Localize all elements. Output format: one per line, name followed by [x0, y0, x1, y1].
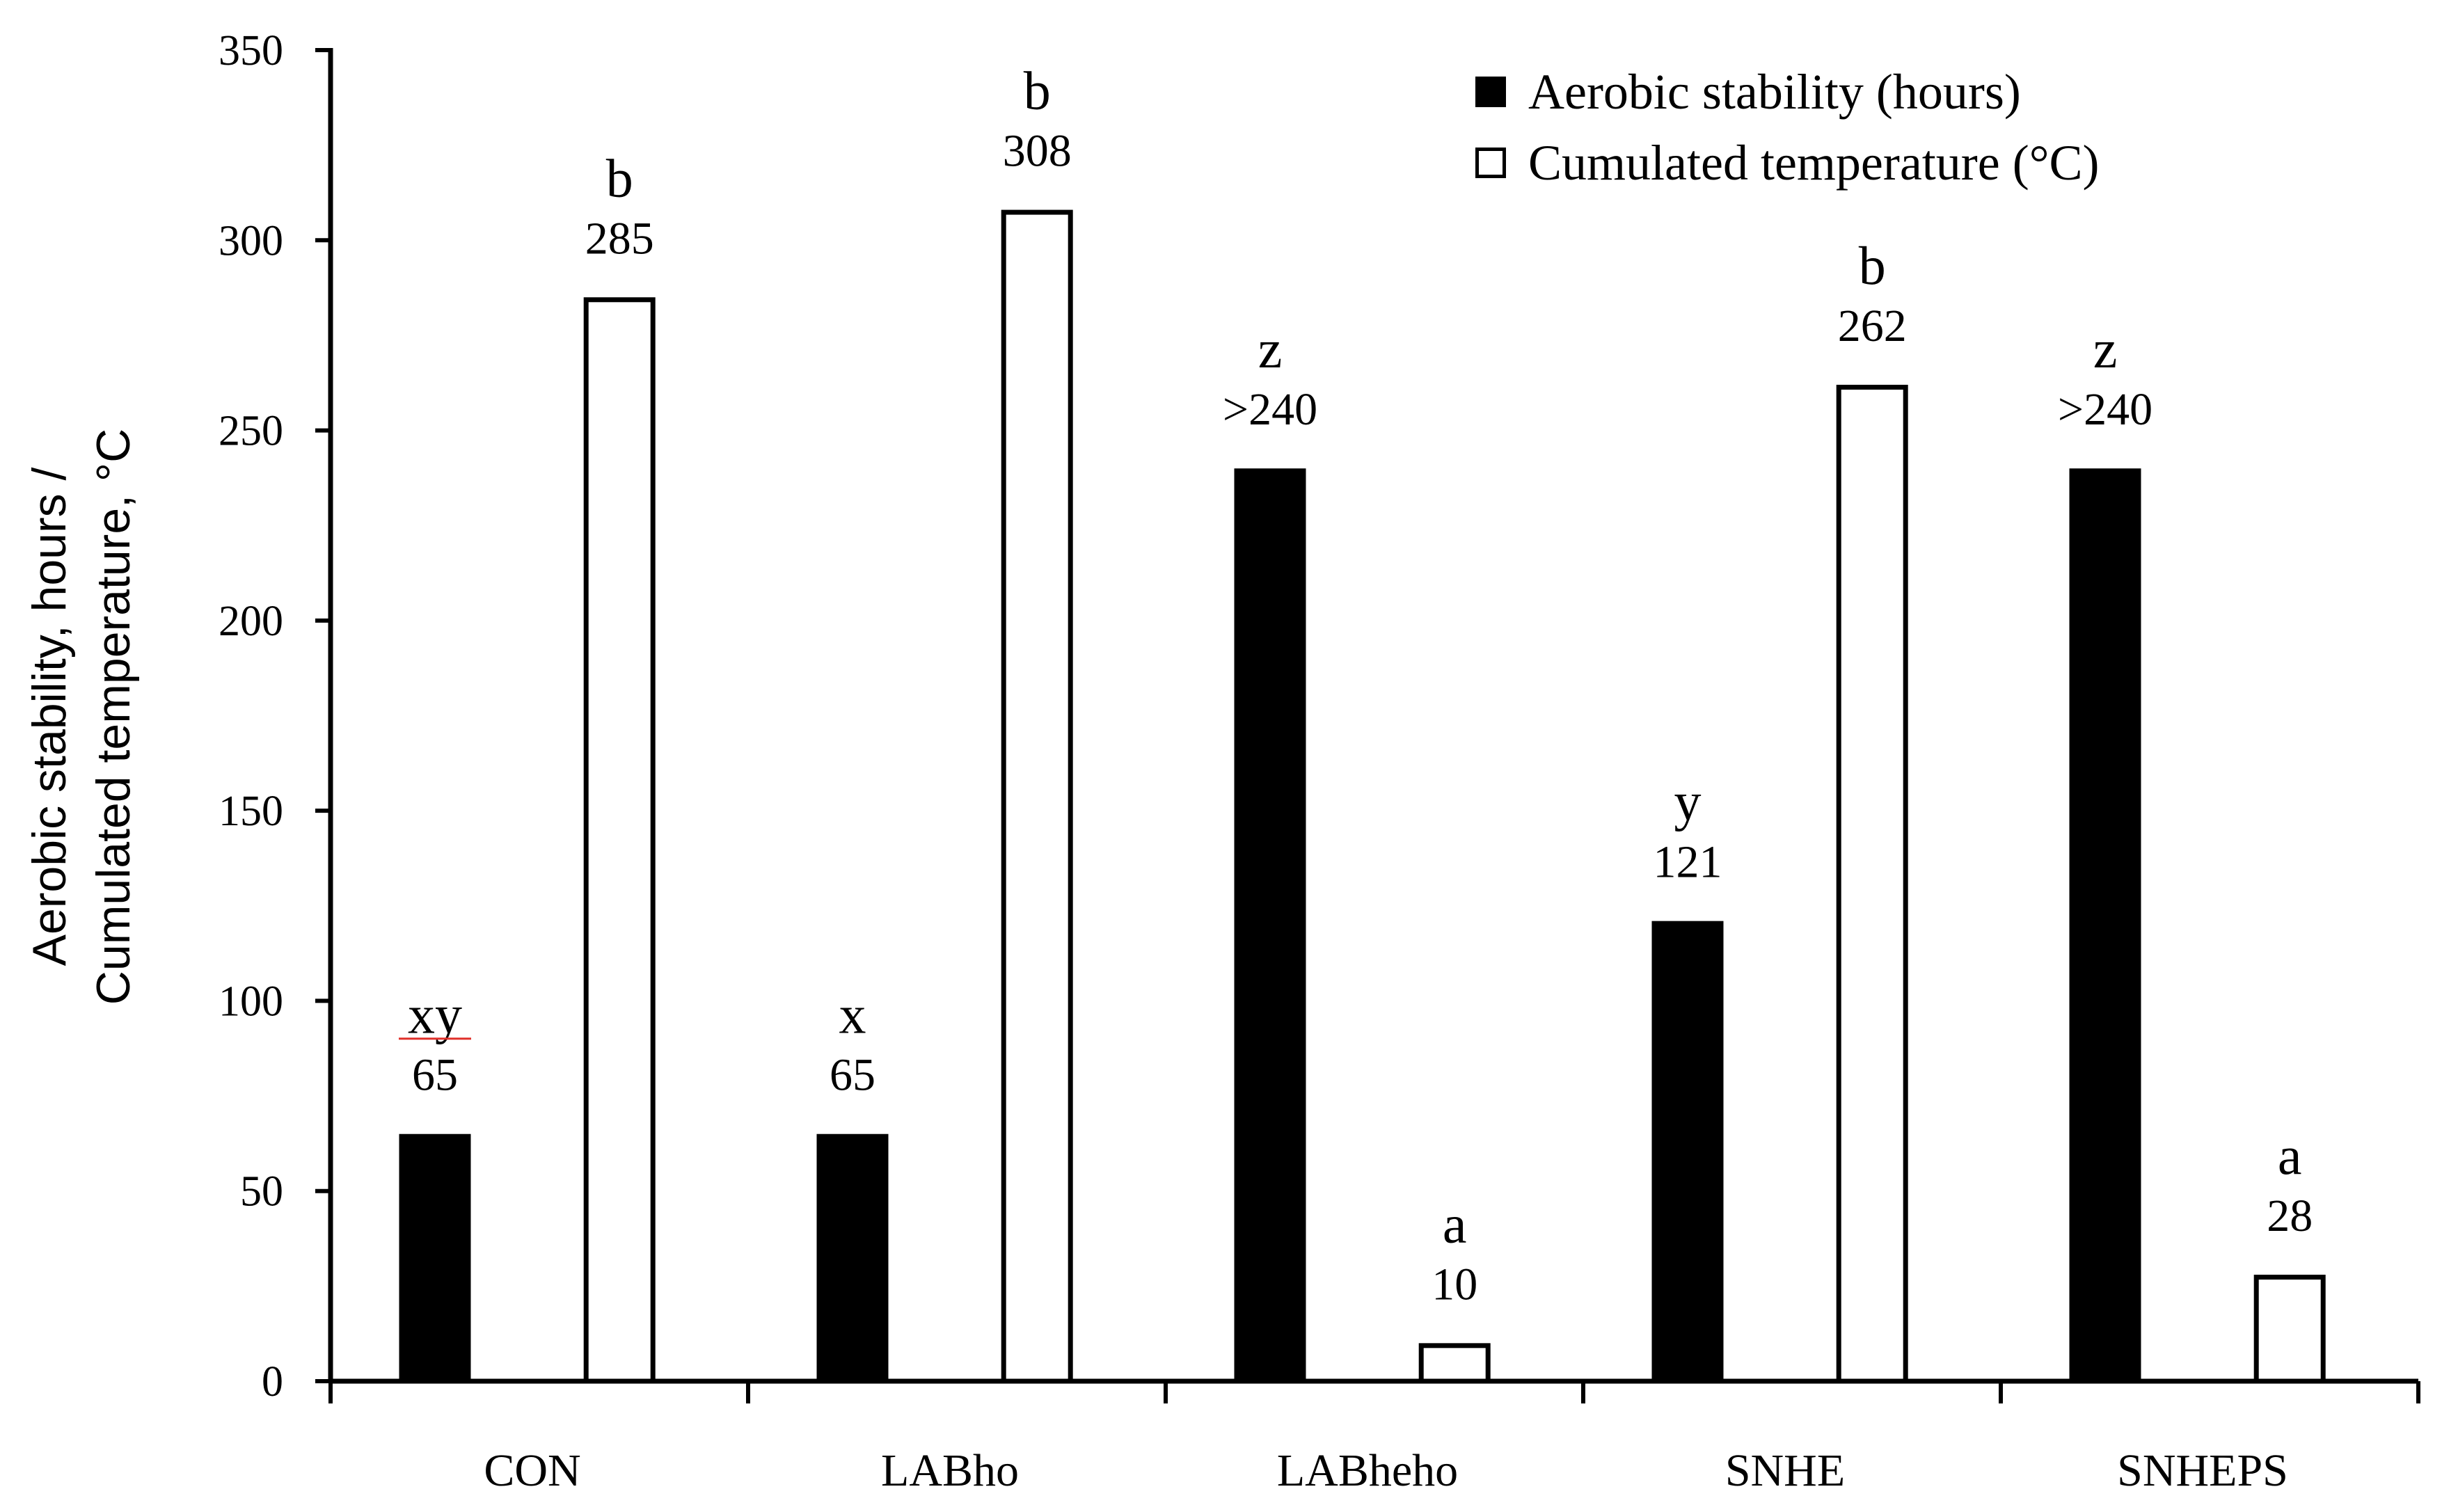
y-tick-label: 350 [219, 27, 283, 74]
y-axis-label: Aerobic stability, hours / Cumulated temp… [23, 429, 140, 1005]
bar-labheho-aerobic-stability [1234, 468, 1306, 1382]
bar-snhe-cumulated-temperature [1836, 384, 1908, 1384]
x-tick-label: SNHEPS [2117, 1445, 2288, 1496]
x-tick-label: SNHE [1725, 1445, 1845, 1496]
significance-letter: x [839, 985, 866, 1045]
x-tick-label: CON [484, 1445, 580, 1496]
legend-swatch [1475, 77, 1506, 107]
bar-con-aerobic-stability [399, 1133, 471, 1381]
data-label: 10 [1432, 1259, 1477, 1310]
x-tick-label: LABho [881, 1445, 1019, 1496]
x-tick-label: LABheho [1277, 1445, 1458, 1496]
data-label: 65 [412, 1050, 458, 1101]
legend-swatch [1475, 148, 1506, 178]
legend-entry: Aerobic stability (hours) [1528, 64, 2021, 120]
y-tick-label: 250 [219, 408, 283, 455]
data-label: 262 [1838, 301, 1907, 351]
y-axis-title: Aerobic stability, hours / Cumulated temp… [23, 429, 140, 1005]
significance-letter: xy [408, 985, 462, 1045]
x-axis: CON LABho LABheho SNHE SNHEPS [328, 1378, 2420, 1496]
y-tick-label: 100 [219, 978, 283, 1025]
bar-labho-aerobic-stability [816, 1133, 889, 1381]
data-label: >240 [2058, 384, 2152, 435]
bar-snhe-aerobic-stability [1651, 921, 1724, 1381]
y-axis-title-line-1: Aerobic stability, hours / [23, 467, 76, 966]
y-tick-label: 50 [240, 1168, 283, 1216]
bars [399, 209, 2326, 1384]
bar-labho-cumulated-temperature [1001, 209, 1073, 1384]
data-label: 308 [1003, 126, 1072, 177]
significance-letter: a [1443, 1193, 1467, 1254]
bar-snheps-cumulated-temperature [2253, 1274, 2326, 1384]
bar-snheps-aerobic-stability [2069, 468, 2141, 1382]
y-tick-label: 0 [262, 1358, 283, 1406]
data-label: 121 [1654, 837, 1722, 888]
y-tick-label: 150 [219, 788, 283, 835]
legend: Aerobic stability (hours) Cumulated tempe… [1475, 64, 2100, 191]
data-label: 65 [830, 1050, 875, 1101]
significance-letter: a [2278, 1125, 2302, 1186]
significance-letter: b [1024, 61, 1051, 121]
data-label: 285 [585, 213, 654, 264]
y-tick-label: 200 [219, 598, 283, 645]
y-axis: 0 50 100 150 200 250 300 350 [219, 27, 333, 1406]
data-label: 28 [2267, 1191, 2313, 1241]
y-tick-label: 300 [219, 217, 283, 264]
significance-letter: y [1674, 772, 1702, 832]
significance-letter: b [606, 148, 633, 208]
significance-letter: z [2093, 319, 2118, 379]
data-label: >240 [1223, 384, 1317, 435]
bar-labheho-cumulated-temperature [1418, 1343, 1491, 1384]
y-axis-title-line-2: Cumulated temperature, °C [87, 429, 140, 1005]
legend-entry: Cumulated temperature (°C) [1528, 135, 2100, 191]
bar-con-cumulated-temperature [583, 297, 656, 1384]
significance-letter: b [1859, 235, 1886, 296]
significance-letter: z [1258, 319, 1283, 379]
